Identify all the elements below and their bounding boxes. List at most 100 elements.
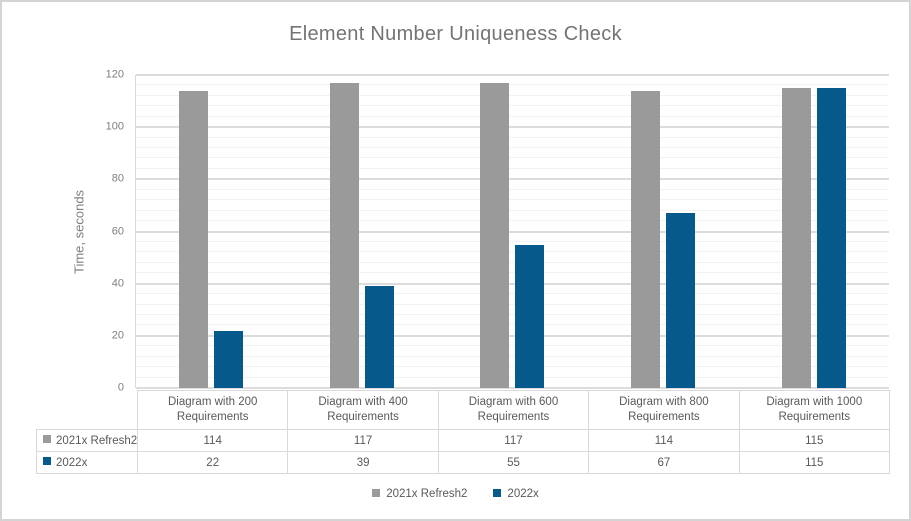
minor-gridline [136,313,889,315]
major-gridline [136,282,889,285]
minor-gridline [136,272,889,274]
minor-gridline [136,199,889,201]
minor-gridline [136,251,889,253]
bar-2022x [214,330,244,388]
legend-label: 2021x Refresh2 [386,488,468,500]
bar-2021x-refresh2 [631,90,661,388]
bar-2021x-refresh2 [781,88,811,388]
bar-2021x-refresh2 [179,90,209,388]
value-cell: 117 [287,429,439,452]
bar-group [136,75,287,388]
category-line-1: Diagram with 200 [167,396,258,408]
minor-gridline [136,240,889,242]
y-tick-label: 100 [105,120,124,133]
minor-gridline [136,303,889,305]
category-line-1: Diagram with 800 [619,396,709,408]
y-axis-ticks: 0 20 40 60 80 100 120 [90,69,130,393]
category-line-2: Requirements [778,411,851,423]
minor-gridline [136,167,889,169]
bar-2022x [515,244,545,388]
category-header-cell: Diagram with 800 Requirements [588,390,740,430]
bar-group [287,75,438,388]
bar-2021x-refresh2 [329,82,359,388]
category-header-cell: Diagram with 200 Requirements [136,390,289,430]
category-line-2: Requirements [327,411,399,423]
minor-gridline [136,293,889,295]
minor-gridline [136,345,889,347]
y-tick-label: 60 [111,225,124,237]
category-line-2: Requirements [628,411,700,423]
y-tick-label: 0 [117,381,124,394]
legend-label: 2022x [507,488,539,500]
major-gridline [136,230,889,233]
table-series-row: 2021x Refresh2 114 117 117 114 115 [36,429,891,452]
value-cell: 114 [136,429,289,452]
legend-swatch-icon [493,489,502,497]
legend-swatch-icon [372,489,381,497]
category-line-2: Requirements [176,411,249,423]
y-tick-label: 20 [111,329,124,342]
minor-gridline [136,94,889,96]
minor-gridline [136,355,889,357]
chart-legend: 2021x Refresh2 2022x [2,488,909,500]
minor-gridline [136,220,889,222]
minor-gridline [136,324,889,326]
table-series-row: 2022x 22 39 55 67 115 [36,451,891,474]
y-axis-title: Time, seconds [71,189,87,274]
legend-item: 2021x Refresh2 [372,488,467,500]
minor-gridline [136,115,889,117]
bar-2022x [816,88,846,388]
major-gridline [136,126,889,129]
major-gridline [136,334,889,337]
minor-gridline [136,261,889,263]
plot-area [135,74,889,389]
minor-gridline [136,209,889,211]
value-cell: 39 [287,451,439,474]
value-cell: 117 [437,429,590,452]
y-tick-label: 40 [111,277,124,290]
minor-gridline [136,84,889,86]
minor-gridline [136,147,889,149]
bar-2022x [666,213,696,388]
value-cell: 67 [588,451,740,474]
minor-gridline [136,136,889,138]
major-gridline [136,387,889,389]
minor-gridline [136,105,889,107]
category-line-2: Requirements [477,411,550,423]
series-label-cell: 2022x [36,451,138,474]
category-header-cell: Diagram with 1000 Requirements [738,390,891,430]
table-header-row: Diagram with 200 Requirements Diagram with… [37,390,891,430]
category-header-cell: Diagram with 400 Requirements [287,390,439,430]
table-corner-cell [37,391,138,430]
major-gridline [136,74,889,76]
bar-2021x-refresh2 [480,82,510,388]
legend-item: 2022x [493,488,539,500]
value-cell: 22 [136,451,289,474]
minor-gridline [136,376,889,378]
category-header-cell: Diagram with 600 Requirements [437,390,590,430]
value-cell: 55 [437,451,590,474]
series-name: 2021x Refresh2 [56,434,138,447]
minor-gridline [136,188,889,190]
major-gridline [136,178,889,181]
bar-2022x [364,286,394,388]
legend-swatch-icon [43,457,51,466]
data-table: Diagram with 200 Requirements Diagram with… [36,390,891,474]
series-label-cell: 2021x Refresh2 [36,429,138,452]
bar-group [588,75,739,388]
series-name: 2022x [56,456,88,469]
category-line-1: Diagram with 600 [468,396,559,408]
chart-title: Element Number Uniqueness Check [289,23,622,45]
value-cell: 114 [588,429,740,452]
y-tick-label: 120 [105,68,124,81]
category-line-1: Diagram with 1000 [766,396,863,408]
bar-group [437,75,588,388]
minor-gridline [136,366,889,368]
y-tick-label: 80 [111,172,124,185]
bar-group [738,75,889,388]
minor-gridline [136,157,889,159]
legend-swatch-icon [43,435,51,444]
category-line-1: Diagram with 400 [318,396,408,408]
value-cell: 115 [738,451,891,474]
